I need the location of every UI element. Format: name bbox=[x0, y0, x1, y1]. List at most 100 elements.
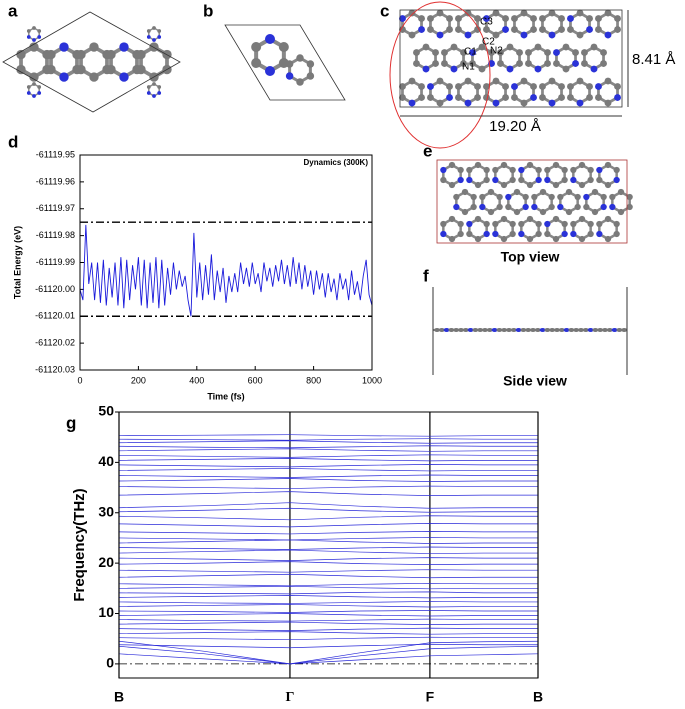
y-tick-label: 20 bbox=[98, 554, 114, 570]
atom bbox=[583, 203, 590, 211]
atom bbox=[470, 193, 477, 201]
atom bbox=[520, 9, 528, 17]
atom bbox=[29, 42, 39, 52]
atom bbox=[265, 34, 275, 44]
atom bbox=[466, 220, 473, 228]
dimension-label: 19.20 Å bbox=[489, 118, 541, 135]
atom bbox=[531, 203, 538, 211]
atom bbox=[446, 15, 453, 22]
atom bbox=[502, 83, 509, 90]
x-tick-label: 200 bbox=[131, 375, 146, 385]
atom bbox=[440, 176, 447, 184]
atom bbox=[446, 94, 453, 101]
atom bbox=[46, 64, 56, 75]
atom bbox=[251, 58, 262, 68]
atom bbox=[558, 15, 565, 22]
atom bbox=[488, 49, 495, 56]
series-line bbox=[118, 546, 538, 550]
atom bbox=[440, 230, 447, 238]
atom bbox=[474, 181, 482, 189]
atom bbox=[457, 166, 464, 174]
atom bbox=[500, 235, 508, 243]
atom bbox=[511, 15, 518, 22]
atom bbox=[613, 230, 620, 238]
atom bbox=[614, 15, 621, 22]
atom bbox=[500, 161, 508, 169]
atom bbox=[483, 83, 490, 90]
atom bbox=[522, 193, 529, 201]
series-line bbox=[118, 631, 538, 635]
y-tick-label: 10 bbox=[98, 604, 114, 620]
atom bbox=[441, 49, 448, 56]
atom bbox=[572, 60, 579, 67]
atom bbox=[616, 328, 623, 332]
atom bbox=[76, 49, 86, 60]
atom bbox=[548, 9, 556, 17]
series-line bbox=[118, 618, 538, 622]
atom-label: C2 bbox=[482, 37, 495, 48]
atom bbox=[578, 328, 584, 332]
atom bbox=[590, 65, 598, 73]
atom bbox=[464, 9, 472, 17]
atom bbox=[492, 220, 499, 228]
atom bbox=[32, 82, 36, 86]
atom bbox=[544, 49, 551, 56]
atom bbox=[455, 26, 462, 33]
atom bbox=[453, 328, 460, 332]
atom bbox=[418, 15, 425, 22]
atom bbox=[583, 193, 590, 201]
atom bbox=[496, 193, 503, 201]
atom bbox=[492, 176, 499, 184]
atom bbox=[460, 60, 467, 67]
atom bbox=[479, 203, 486, 211]
y-tick-label: 50 bbox=[98, 403, 114, 419]
plot-frame bbox=[79, 154, 373, 371]
atom bbox=[453, 203, 460, 211]
atom bbox=[558, 26, 565, 33]
atom bbox=[570, 230, 577, 238]
atom bbox=[265, 66, 275, 76]
atom bbox=[492, 77, 500, 85]
atom bbox=[509, 176, 516, 184]
atom bbox=[149, 42, 159, 52]
series-line bbox=[118, 585, 538, 590]
atom bbox=[37, 91, 42, 95]
atom bbox=[427, 26, 434, 33]
atom bbox=[506, 328, 512, 332]
atom bbox=[576, 99, 584, 107]
atom bbox=[576, 77, 584, 85]
atom bbox=[486, 328, 493, 332]
atom bbox=[581, 60, 588, 67]
atom bbox=[453, 193, 460, 201]
atom bbox=[539, 26, 546, 33]
atom bbox=[613, 220, 620, 228]
series-line bbox=[118, 474, 538, 478]
atom bbox=[570, 220, 577, 228]
atom bbox=[544, 328, 551, 332]
atom bbox=[440, 166, 447, 174]
series-line bbox=[118, 549, 538, 554]
atom bbox=[474, 215, 482, 223]
atom bbox=[157, 85, 162, 89]
atom bbox=[518, 176, 525, 184]
atom bbox=[576, 9, 584, 17]
atom bbox=[136, 49, 146, 60]
atom bbox=[474, 235, 482, 243]
atom bbox=[544, 60, 551, 67]
atom bbox=[520, 31, 528, 39]
atom bbox=[470, 203, 477, 211]
atom bbox=[483, 230, 490, 238]
atom bbox=[561, 220, 568, 228]
atom bbox=[516, 49, 523, 56]
atom bbox=[526, 161, 534, 169]
atom bbox=[525, 49, 532, 56]
atom bbox=[477, 328, 484, 332]
atom bbox=[497, 60, 504, 67]
atom bbox=[296, 54, 304, 62]
atom bbox=[595, 83, 602, 90]
atom bbox=[157, 91, 162, 95]
atom bbox=[530, 83, 537, 90]
atom bbox=[483, 94, 490, 101]
series-line bbox=[118, 445, 538, 449]
atom bbox=[399, 94, 406, 101]
